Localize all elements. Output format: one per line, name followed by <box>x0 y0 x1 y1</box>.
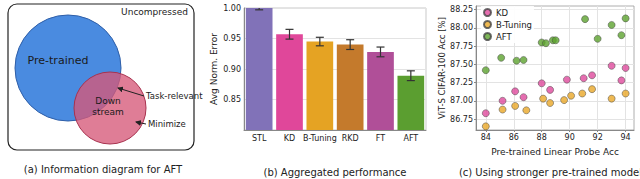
svg-text:ViT-S CIFAR-100 Acc [%]: ViT-S CIFAR-100 Acc [%] <box>437 17 447 119</box>
svg-text:94: 94 <box>621 133 631 142</box>
svg-text:88.25: 88.25 <box>450 5 473 14</box>
svg-text:92: 92 <box>593 133 603 142</box>
svg-text:0.85: 0.85 <box>223 95 241 104</box>
svg-text:88: 88 <box>537 133 547 142</box>
svg-text:B-Tuning: B-Tuning <box>496 20 532 30</box>
svg-text:(b) Aggregated performance: (b) Aggregated performance <box>263 167 406 178</box>
svg-text:Pre-trained Linear Probe Acc: Pre-trained Linear Probe Acc <box>491 147 619 157</box>
svg-text:Task-relevant: Task-relevant <box>145 91 203 101</box>
svg-text:(c) Using stronger pre-trained: (c) Using stronger pre-trained models <box>459 167 640 178</box>
svg-text:STL: STL <box>252 134 267 143</box>
svg-text:0.95: 0.95 <box>223 34 241 43</box>
svg-text:90: 90 <box>565 133 575 142</box>
svg-text:1.00: 1.00 <box>223 4 241 13</box>
svg-text:KD: KD <box>496 8 509 18</box>
svg-text:AFT: AFT <box>403 134 418 143</box>
svg-text:88.00: 88.00 <box>450 23 473 32</box>
svg-text:87.75: 87.75 <box>450 42 473 51</box>
svg-text:Avg Norm. Error: Avg Norm. Error <box>209 33 219 105</box>
svg-text:87.00: 87.00 <box>450 96 473 105</box>
svg-text:0.90: 0.90 <box>223 65 241 74</box>
svg-text:Minimize: Minimize <box>148 119 186 129</box>
svg-text:Pre-trained: Pre-trained <box>28 54 89 67</box>
svg-text:86.75: 86.75 <box>450 115 473 124</box>
svg-text:AFT: AFT <box>496 32 513 42</box>
svg-text:(a) Information diagram for AF: (a) Information diagram for AFT <box>24 164 183 175</box>
svg-text:87.50: 87.50 <box>450 60 473 69</box>
svg-text:Uncompressed: Uncompressed <box>121 7 188 17</box>
svg-text:86: 86 <box>509 133 519 142</box>
svg-text:87.25: 87.25 <box>450 78 473 87</box>
svg-text:84: 84 <box>481 133 491 142</box>
svg-text:Down: Down <box>95 96 121 106</box>
svg-text:KD: KD <box>284 134 295 143</box>
svg-text:B-Tuning: B-Tuning <box>303 134 337 143</box>
svg-text:stream: stream <box>92 107 124 117</box>
svg-text:RKD: RKD <box>342 134 359 143</box>
svg-text:FT: FT <box>376 134 385 143</box>
